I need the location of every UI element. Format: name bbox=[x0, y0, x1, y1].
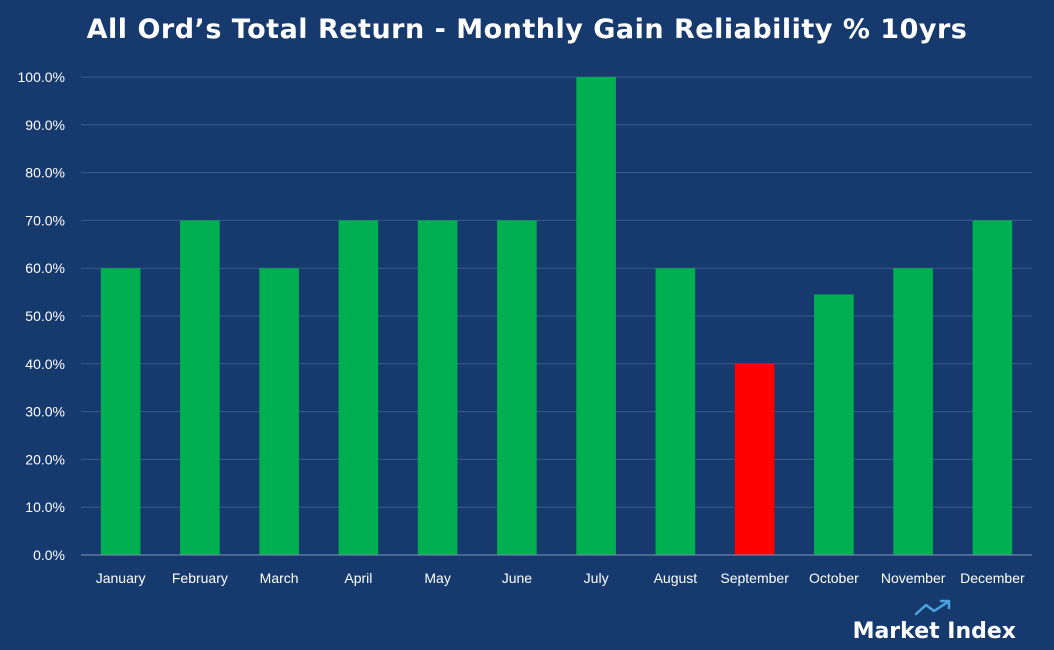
y-tick-label: 20.0% bbox=[25, 451, 65, 467]
bar-february bbox=[180, 220, 220, 555]
x-tick-label-march: March bbox=[260, 570, 299, 586]
x-tick-label-september: September bbox=[720, 570, 789, 586]
y-tick-label: 80.0% bbox=[25, 165, 65, 181]
bar-september bbox=[734, 363, 775, 555]
x-tick-label-july: July bbox=[584, 570, 609, 586]
y-tick-label: 60.0% bbox=[25, 260, 65, 276]
bar-january bbox=[100, 268, 141, 555]
bar-august bbox=[655, 268, 696, 555]
x-tick-label-june: June bbox=[502, 570, 533, 586]
chart-title: All Ord’s Total Return - Monthly Gain Re… bbox=[86, 14, 968, 45]
x-tick-label-december: December bbox=[960, 570, 1025, 586]
x-tick-label-january: January bbox=[96, 570, 146, 586]
y-tick-label: 40.0% bbox=[25, 356, 65, 372]
y-tick-label: 50.0% bbox=[25, 308, 65, 324]
bar-july bbox=[576, 77, 616, 555]
bars bbox=[100, 77, 1013, 555]
bar-june bbox=[497, 220, 537, 555]
bar-may bbox=[417, 220, 458, 555]
x-axis-ticks: January February March April May June July Augu… bbox=[96, 570, 1025, 586]
x-tick-label-october: October bbox=[809, 570, 859, 586]
y-tick-label: 0.0% bbox=[33, 547, 65, 563]
x-tick-label-august: August bbox=[654, 570, 698, 586]
logo-text: Market Index bbox=[852, 619, 1016, 644]
market-index-logo: Market Index bbox=[853, 599, 1016, 644]
gridlines bbox=[81, 76, 1032, 508]
trend-up-arrow-icon bbox=[915, 599, 951, 616]
bar-march bbox=[259, 268, 299, 555]
x-tick-label-february: February bbox=[172, 570, 228, 586]
bar-december bbox=[972, 220, 1013, 555]
y-axis-ticks: 0.0% 10.0% 20.0% 30.0% 40.0% 50.0% 60.0% 70.0% 8… bbox=[18, 69, 65, 563]
x-tick-label-november: November bbox=[881, 570, 946, 586]
y-tick-label: 10.0% bbox=[25, 499, 65, 515]
bar-november bbox=[893, 268, 933, 555]
bar-october bbox=[814, 294, 854, 555]
y-tick-label: 30.0% bbox=[25, 404, 65, 420]
y-tick-label: 100.0% bbox=[18, 69, 65, 85]
y-tick-label: 90.0% bbox=[25, 117, 65, 133]
y-tick-label: 70.0% bbox=[25, 212, 65, 228]
x-tick-label-april: April bbox=[344, 570, 372, 586]
x-tick-label-may: May bbox=[424, 570, 450, 586]
bar-april bbox=[338, 220, 379, 555]
